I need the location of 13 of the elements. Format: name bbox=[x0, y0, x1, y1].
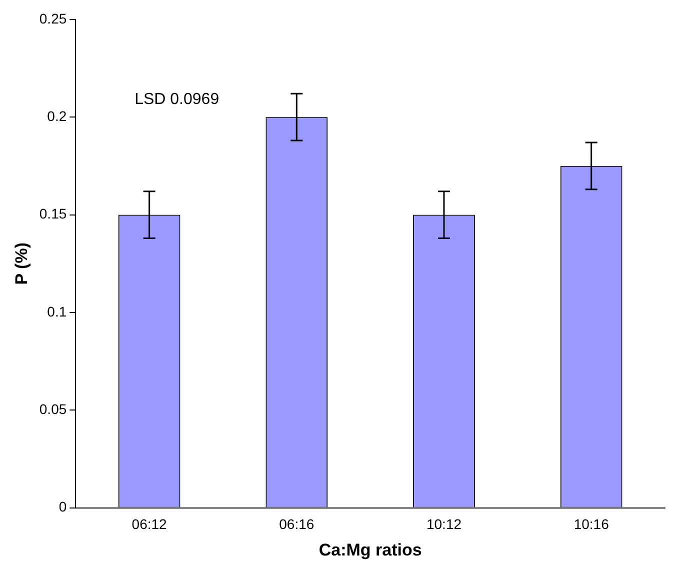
x-tick-label: 06:16 bbox=[279, 516, 314, 532]
x-tick-label: 10:12 bbox=[426, 516, 462, 532]
x-tick-label: 06:12 bbox=[132, 516, 168, 532]
y-tick-label: 0 bbox=[58, 498, 67, 515]
y-axis-title: P (%) bbox=[12, 242, 31, 285]
x-tick-label: 10:16 bbox=[574, 516, 610, 532]
annotation: LSD 0.0969 bbox=[134, 90, 220, 108]
y-tick-label: 0.05 bbox=[39, 400, 67, 417]
y-tick-label: 0.25 bbox=[39, 10, 67, 26]
x-axis-title: Ca:Mg ratios bbox=[318, 540, 422, 560]
y-tick-label: 0.15 bbox=[39, 206, 67, 222]
y-tick-label: 0.1 bbox=[47, 303, 67, 320]
y-tick-label: 0.2 bbox=[47, 108, 67, 124]
